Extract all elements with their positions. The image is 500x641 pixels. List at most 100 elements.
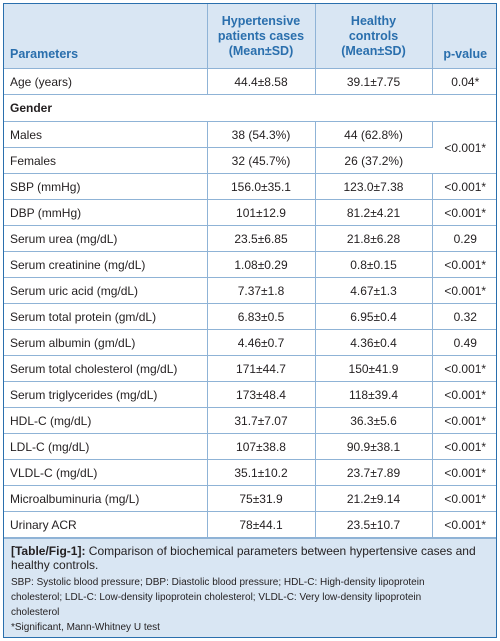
row-cases-value: 38 (54.3%) <box>207 121 316 148</box>
header-parameters: Parameters <box>4 4 208 69</box>
row-pvalue: <0.001* <box>432 355 496 382</box>
row-pvalue: <0.001* <box>432 511 496 538</box>
row-controls-value: 23.5±10.7 <box>315 511 433 538</box>
header-cases-line1: Hypertensive <box>221 13 301 28</box>
table-row: Urinary ACR 78±44.1 23.5±10.7 <0.001* <box>4 511 496 538</box>
row-label: LDL-C (mg/dL) <box>4 433 208 460</box>
row-pvalue: <0.001* <box>432 381 496 408</box>
table-row: LDL-C (mg/dL) 107±38.8 90.9±38.1 <0.001* <box>4 433 496 460</box>
row-cases-value: 101±12.9 <box>207 199 316 226</box>
row-controls-value: 6.95±0.4 <box>315 303 433 330</box>
table-row: DBP (mmHg) 101±12.9 81.2±4.21 <0.001* <box>4 199 496 226</box>
row-label: DBP (mmHg) <box>4 199 208 226</box>
row-controls-value: 44 (62.8%) <box>315 121 433 148</box>
row-cases-value: 4.46±0.7 <box>207 329 316 356</box>
table-row: Serum uric acid (mg/dL) 7.37±1.8 4.67±1.3 <… <box>4 277 496 304</box>
row-pvalue: 0.04* <box>432 68 496 95</box>
section-row-gender: Gender <box>4 94 496 122</box>
row-controls-value: 4.67±1.3 <box>315 277 433 304</box>
row-pvalue: <0.001* <box>432 251 496 278</box>
row-label: Urinary ACR <box>4 511 208 538</box>
row-label: Serum creatinine (mg/dL) <box>4 251 208 278</box>
row-controls-value: 26 (37.2%) <box>315 147 432 174</box>
table-row: Serum albumin (gm/dL) 4.46±0.7 4.36±0.4 0.4… <box>4 329 496 356</box>
row-label: Serum urea (mg/dL) <box>4 225 208 252</box>
row-pvalue: <0.001* <box>432 277 496 304</box>
table-caption: [Table/Fig-1]: Comparison of biochemical… <box>4 538 496 637</box>
row-cases-value: 78±44.1 <box>207 511 316 538</box>
row-controls-value: 4.36±0.4 <box>315 329 433 356</box>
row-controls-value: 150±41.9 <box>315 355 433 382</box>
header-cases: Hypertensive patients cases (Mean±SD) <box>207 4 316 69</box>
row-cases-value: 1.08±0.29 <box>207 251 316 278</box>
row-controls-value: 21.8±6.28 <box>315 225 433 252</box>
row-controls-value: 21.2±9.14 <box>315 485 433 512</box>
header-controls-line3: (Mean±SD) <box>341 43 406 58</box>
header-controls-line1: Healthy <box>350 13 397 28</box>
row-pvalue: <0.001* <box>432 173 496 200</box>
row-pvalue: <0.001* <box>432 407 496 434</box>
gender-pvalue: <0.001* <box>432 121 496 174</box>
table-row: HDL-C (mg/dL) 31.7±7.07 36.3±5.6 <0.001* <box>4 407 496 434</box>
row-cases-value: 7.37±1.8 <box>207 277 316 304</box>
header-cases-line3: (Mean±SD) <box>228 43 294 58</box>
row-label: Serum total cholesterol (mg/dL) <box>4 355 208 382</box>
row-pvalue: 0.32 <box>432 303 496 330</box>
caption-title-text: Comparison of biochemical parameters bet… <box>11 544 476 572</box>
row-label: Serum uric acid (mg/dL) <box>4 277 208 304</box>
biochemical-parameters-table: Parameters Hypertensive patients cases (… <box>4 4 496 538</box>
row-cases-value: 107±38.8 <box>207 433 316 460</box>
caption-footnote: *Significant, Mann-Whitney U test <box>11 622 160 633</box>
caption-title: [Table/Fig-1]: Comparison of biochemical… <box>11 544 489 572</box>
table-row: Males 38 (54.3%) 44 (62.8%) <0.001* <box>4 121 496 174</box>
row-label: Males <box>4 121 208 148</box>
row-label: Age (years) <box>4 68 208 95</box>
header-controls-line2: controls <box>348 28 399 43</box>
caption-abbreviations-line3: cholesterol <box>11 607 60 618</box>
caption-abbreviations-line1: SBP: Systolic blood pressure; DBP: Diast… <box>11 577 425 588</box>
row-controls-value: 123.0±7.38 <box>315 173 433 200</box>
row-label: Females <box>4 147 208 174</box>
row-cases-value: 171±44.7 <box>207 355 316 382</box>
caption-tag: [Table/Fig-1]: <box>11 544 86 558</box>
row-label: Serum albumin (gm/dL) <box>4 329 208 356</box>
row-cases-value: 35.1±10.2 <box>207 459 316 486</box>
table-row: Serum total protein (gm/dL) 6.83±0.5 6.95±… <box>4 303 496 330</box>
table-header-row: Parameters Hypertensive patients cases (… <box>4 4 496 69</box>
table-row: Serum triglycerides (mg/dL) 173±48.4 118±3… <box>4 381 496 408</box>
caption-abbreviations-line2: cholesterol; LDL-C: Low-density lipoprot… <box>11 592 422 603</box>
table-row: Microalbuminuria (mg/L) 75±31.9 21.2±9.14 <… <box>4 485 496 512</box>
row-pvalue: 0.49 <box>432 329 496 356</box>
row-cases-value: 31.7±7.07 <box>207 407 316 434</box>
row-label: Serum total protein (gm/dL) <box>4 303 208 330</box>
row-label: HDL-C (mg/dL) <box>4 407 208 434</box>
row-cases-value: 6.83±0.5 <box>207 303 316 330</box>
row-cases-value: 23.5±6.85 <box>207 225 316 252</box>
row-cases-value: 32 (45.7%) <box>207 147 316 174</box>
row-cases-value: 44.4±8.58 <box>207 68 316 95</box>
row-cases-value: 173±48.4 <box>207 381 316 408</box>
row-controls-value: 81.2±4.21 <box>315 199 433 226</box>
row-cases-value: 156.0±35.1 <box>207 173 316 200</box>
row-controls-value: 39.1±7.75 <box>315 68 433 95</box>
row-pvalue: 0.29 <box>432 225 496 252</box>
row-controls-value: 0.8±0.15 <box>315 251 433 278</box>
header-pvalue: p-value <box>432 4 496 69</box>
table-row: Serum total cholesterol (mg/dL) 171±44.7 1… <box>4 355 496 382</box>
table-row: Age (years) 44.4±8.58 39.1±7.75 0.04* <box>4 68 496 95</box>
section-label: Gender <box>4 94 496 122</box>
table-row: SBP (mmHg) 156.0±35.1 123.0±7.38 <0.001* <box>4 173 496 200</box>
row-controls-value: 36.3±5.6 <box>315 407 433 434</box>
row-label: Microalbuminuria (mg/L) <box>4 485 208 512</box>
row-controls-value: 23.7±7.89 <box>315 459 433 486</box>
table-row: Serum urea (mg/dL) 23.5±6.85 21.8±6.28 0.29 <box>4 225 496 252</box>
table-row: Serum creatinine (mg/dL) 1.08±0.29 0.8±0.1… <box>4 251 496 278</box>
table-figure: Parameters Hypertensive patients cases (… <box>3 3 497 638</box>
header-cases-line2: patients cases <box>217 28 305 43</box>
row-pvalue: <0.001* <box>432 433 496 460</box>
row-cases-value: 75±31.9 <box>207 485 316 512</box>
row-pvalue: <0.001* <box>432 199 496 226</box>
header-controls: Healthy controls (Mean±SD) <box>315 4 433 69</box>
table-row: VLDL-C (mg/dL) 35.1±10.2 23.7±7.89 <0.001* <box>4 459 496 486</box>
row-label: Serum triglycerides (mg/dL) <box>4 381 208 408</box>
